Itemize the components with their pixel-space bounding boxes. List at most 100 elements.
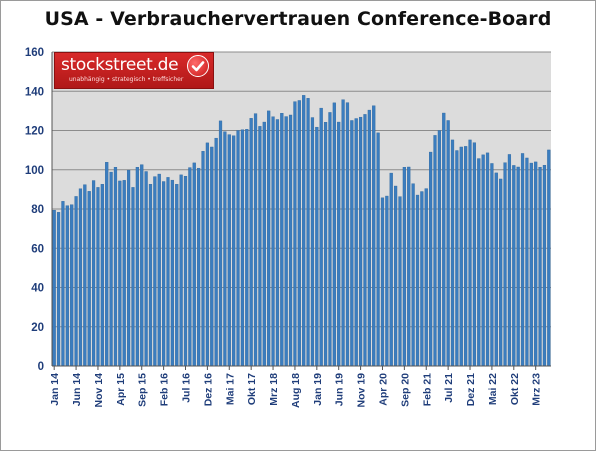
bar (429, 151, 433, 367)
bar (249, 118, 253, 367)
bar (148, 184, 153, 367)
bar (61, 201, 65, 367)
bar (218, 120, 223, 367)
x-tick-label: Mrz 18 (268, 373, 280, 406)
bar (358, 116, 363, 367)
bar (223, 131, 227, 367)
bar (450, 139, 455, 367)
bar (437, 130, 441, 367)
bar (538, 166, 542, 367)
y-tick-label: 160 (25, 47, 44, 59)
bar (315, 126, 319, 367)
x-tick-label: Nov 19 (356, 373, 368, 408)
x-tick-label: Jul 21 (443, 373, 455, 403)
bar (253, 113, 258, 367)
x-tick-label: Jul 16 (181, 373, 193, 403)
bar (319, 107, 323, 367)
x-tick-label: Jun 19 (334, 373, 346, 406)
bar (113, 166, 118, 367)
bar (78, 188, 83, 367)
x-tick-label: Okt 17 (246, 373, 258, 405)
bar (407, 166, 411, 367)
chart-title: USA - Verbrauchervertrauen Conference-Bo… (44, 8, 552, 30)
bar (306, 98, 310, 367)
bar (183, 176, 188, 367)
bar (328, 112, 332, 367)
bar (284, 116, 288, 367)
bar (135, 166, 139, 367)
x-tick-label: Mai 22 (487, 373, 499, 405)
bar (153, 176, 157, 367)
y-tick-label: 120 (25, 126, 44, 138)
bar (363, 114, 367, 367)
bar (468, 139, 472, 367)
bar (87, 191, 91, 367)
bar (380, 197, 385, 367)
bar (310, 117, 315, 367)
bar (455, 150, 459, 367)
bar (424, 188, 428, 367)
logo-name: stockstreet.de (61, 55, 179, 75)
bar (280, 113, 284, 367)
bar (420, 191, 424, 367)
bar (83, 184, 87, 367)
x-tick-label: Aug 18 (290, 373, 302, 408)
bar (490, 163, 494, 367)
bar (232, 135, 236, 367)
bar (105, 162, 109, 367)
y-tick-label: 60 (31, 243, 44, 255)
bar (354, 118, 358, 367)
bar (472, 142, 476, 367)
bar (464, 146, 468, 367)
y-tick-label: 40 (31, 283, 44, 295)
check-mark-icon (191, 61, 205, 72)
bar (288, 114, 293, 367)
x-tick-label: Nov 14 (93, 373, 105, 408)
x-tick-label: Apr 20 (377, 373, 389, 406)
bar (512, 165, 516, 367)
x-tick-label: Dez 16 (202, 373, 214, 406)
bar (271, 116, 275, 367)
x-tick-label: Jun 14 (71, 373, 83, 406)
bar (507, 154, 512, 367)
bar (197, 167, 201, 367)
bar (127, 169, 131, 367)
x-tick-label: Sep 20 (399, 373, 411, 407)
bar (323, 122, 328, 367)
bar (109, 171, 113, 367)
bar (210, 146, 214, 367)
bar (525, 157, 529, 367)
y-tick-label: 140 (25, 86, 44, 98)
bar (70, 204, 74, 367)
y-tick-label: 100 (25, 165, 44, 177)
bar (520, 153, 525, 367)
y-tick-label: 80 (31, 204, 44, 216)
x-tick-label: Jan 14 (49, 373, 61, 406)
x-tick-label: Apr 15 (115, 373, 127, 406)
x-tick-label: Feb 16 (159, 373, 171, 406)
bar (179, 174, 183, 367)
bar (166, 177, 170, 367)
bar (245, 129, 249, 367)
bar (372, 105, 376, 367)
x-tick-label: Mai 17 (224, 373, 236, 405)
logo-tagline: unabhängig • strategisch • treffsicher (69, 76, 184, 83)
bar (227, 134, 231, 367)
bar (175, 184, 179, 367)
bar (446, 120, 450, 367)
bar (503, 162, 507, 367)
bar (258, 126, 262, 367)
bar (297, 100, 301, 367)
y-tick-label: 20 (31, 322, 44, 334)
check-badge-icon (187, 55, 209, 77)
bar (118, 180, 122, 367)
bar (350, 120, 354, 367)
bar (345, 102, 350, 367)
bar (516, 166, 520, 367)
bar (481, 154, 485, 367)
x-tick-label: Feb 21 (421, 373, 433, 406)
bar (411, 183, 415, 367)
x-tick-label: Dez 21 (465, 373, 477, 406)
bar (262, 121, 266, 367)
